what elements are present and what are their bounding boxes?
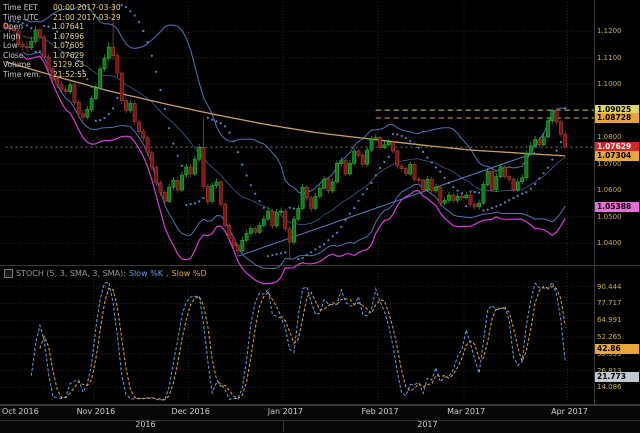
info-row-time-remaining: Time rem. 21:52:55 — [3, 70, 121, 80]
slow-k-label: Slow %K — [128, 269, 164, 278]
info-value: 1.07696 — [53, 31, 85, 41]
info-label: Volume — [3, 60, 31, 69]
info-label: Time EET — [3, 3, 38, 12]
slow-d-label: Slow %D — [171, 269, 207, 278]
info-label: High — [3, 31, 21, 41]
info-row-high: High 1.07696 — [3, 32, 121, 42]
candles-layer — [3, 5, 568, 260]
info-value: 21:52:55 — [53, 69, 87, 79]
info-value: 1.07629 — [53, 50, 85, 60]
info-label: Time rem. — [3, 69, 41, 79]
info-label: Low — [3, 41, 18, 50]
parabolic-sar-layer — [8, 4, 567, 261]
info-row-time-utc: Time UTC 21:00 2017-03-29 — [3, 13, 121, 23]
info-value: 21:00 2017-03-29 — [53, 12, 121, 22]
stoch-axis[interactable] — [594, 266, 640, 404]
info-value: 1.07605 — [53, 41, 85, 50]
info-row-time-eet: Time EET 00:00 2017-03-30 — [3, 3, 121, 13]
time-axis[interactable] — [0, 405, 640, 433]
label-separator: , — [166, 269, 169, 278]
info-label: Time UTC — [3, 12, 39, 22]
indicator-checkbox-icon[interactable] — [4, 269, 13, 278]
time-axis-divider — [0, 420, 640, 421]
info-value: 5129.63 — [53, 60, 85, 69]
info-row-low: Low 1.07605 — [3, 41, 121, 51]
info-label: Close — [3, 50, 24, 60]
info-row-open: Open 1.07641 — [3, 22, 121, 32]
info-row-volume: Volume 5129.63 — [3, 60, 121, 70]
info-row-close: Close 1.07629 — [3, 51, 121, 61]
info-value: 1.07641 — [53, 22, 85, 31]
stoch-indicator-label: STOCH (5, 3, SMA, 3, SMA): Slow %K , Slo… — [4, 269, 207, 278]
ohlc-info-panel: Time EET 00:00 2017-03-30 Time UTC 21:00 2… — [3, 3, 121, 79]
info-value: 00:00 2017-03-30 — [53, 3, 121, 12]
stoch-label-text: STOCH (5, 3, SMA, 3, SMA): — [16, 269, 126, 278]
price-axis[interactable] — [594, 0, 640, 266]
info-label: Open — [3, 22, 24, 31]
